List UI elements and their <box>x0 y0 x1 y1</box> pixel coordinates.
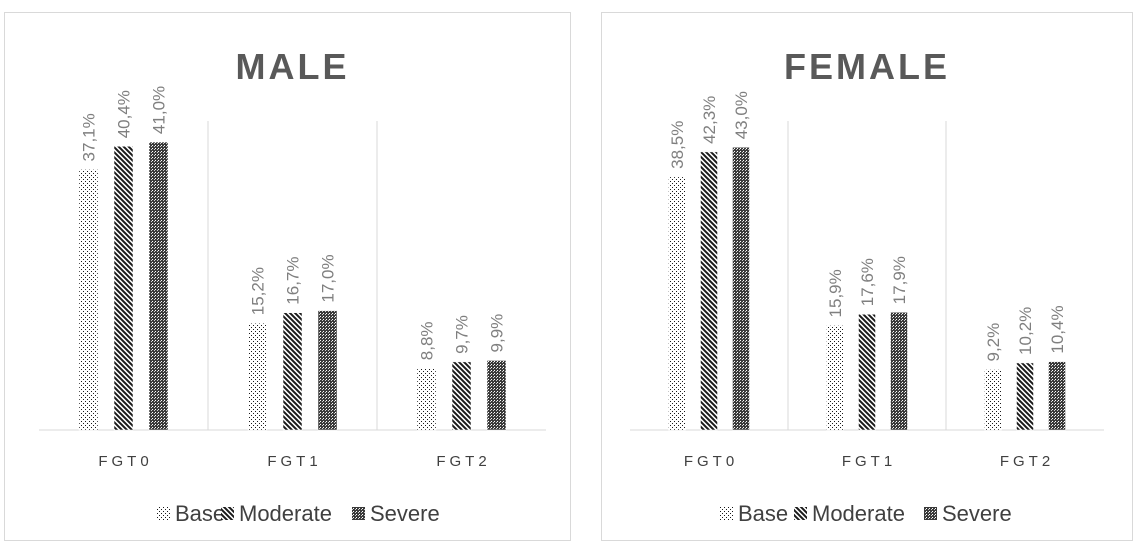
data-label: 9,7% <box>453 315 472 354</box>
data-label: 16,7% <box>284 257 303 305</box>
data-label: 17,0% <box>319 254 338 302</box>
bar-severe-fgt1 <box>890 312 908 431</box>
bar-severe-fgt1 <box>317 310 338 431</box>
data-label: 41,0% <box>150 86 169 134</box>
bar-moderate-fgt2 <box>1016 362 1034 431</box>
female-chart-panel: FEMALE 38,5% 42,3% 43,0% FGT0 15,9% 17,6% 17,9%… <box>601 12 1133 541</box>
data-label: 9,9% <box>488 314 507 353</box>
category-label: FGT2 <box>1000 453 1054 470</box>
bar-severe-fgt2 <box>486 360 507 431</box>
chart-title: MALE <box>236 46 350 87</box>
category-label: FGT0 <box>98 453 152 470</box>
legend-label-moderate: Moderate <box>239 501 332 526</box>
data-label: 37,1% <box>80 113 99 161</box>
data-label: 42,3% <box>700 96 719 144</box>
female-chart: FEMALE 38,5% 42,3% 43,0% FGT0 15,9% 17,6% 17,9%… <box>630 46 1104 526</box>
bar-moderate-fgt2 <box>451 361 472 431</box>
bar-severe-fgt2 <box>1048 361 1066 431</box>
legend-swatch-base <box>157 507 170 520</box>
data-label: 9,2% <box>984 323 1003 362</box>
data-label: 38,5% <box>668 121 687 169</box>
bar-base-fgt0 <box>78 169 99 431</box>
category-label: FGT0 <box>684 453 738 470</box>
category-label: FGT1 <box>267 453 321 470</box>
bar-severe-fgt0 <box>732 147 750 431</box>
data-label: 43,0% <box>732 91 751 139</box>
bar-moderate-fgt1 <box>858 314 876 431</box>
data-label: 17,6% <box>858 258 877 306</box>
bar-base-fgt1 <box>247 323 268 431</box>
data-label: 10,2% <box>1016 307 1035 355</box>
legend-swatch-severe <box>352 507 365 520</box>
bar-base-fgt0 <box>668 176 686 431</box>
legend-label-base: Base <box>738 501 788 526</box>
legend-swatch-moderate <box>794 507 807 520</box>
bar-moderate-fgt0 <box>700 151 718 431</box>
bar-moderate-fgt0 <box>113 146 134 431</box>
data-label: 40,4% <box>115 90 134 138</box>
category-label: FGT1 <box>842 453 896 470</box>
bar-base-fgt1 <box>826 325 844 431</box>
bar-moderate-fgt1 <box>282 312 303 431</box>
data-label: 17,9% <box>890 256 909 304</box>
bar-severe-fgt0 <box>148 141 169 431</box>
bar-base-fgt2 <box>416 367 437 431</box>
male-chart-panel: MALE 37,1% 40,4% 41,0% FGT0 15,2% 16,7% 17,0% FG… <box>4 12 571 541</box>
legend-swatch-base <box>720 507 733 520</box>
bar-base-fgt2 <box>984 369 1002 431</box>
legend-label-severe: Severe <box>942 501 1012 526</box>
legend-label-base: Base <box>175 501 225 526</box>
legend-label-severe: Severe <box>370 501 440 526</box>
data-label: 10,4% <box>1048 305 1067 353</box>
chart-title: FEMALE <box>784 46 950 87</box>
data-label: 8,8% <box>418 321 437 360</box>
category-label: FGT2 <box>436 453 490 470</box>
legend-label-moderate: Moderate <box>812 501 905 526</box>
legend-swatch-moderate <box>221 507 234 520</box>
data-label: 15,9% <box>826 269 845 317</box>
male-chart: MALE 37,1% 40,4% 41,0% FGT0 15,2% 16,7% 17,0% FG… <box>39 46 546 526</box>
data-label: 15,2% <box>249 267 268 315</box>
legend-swatch-severe <box>924 507 937 520</box>
